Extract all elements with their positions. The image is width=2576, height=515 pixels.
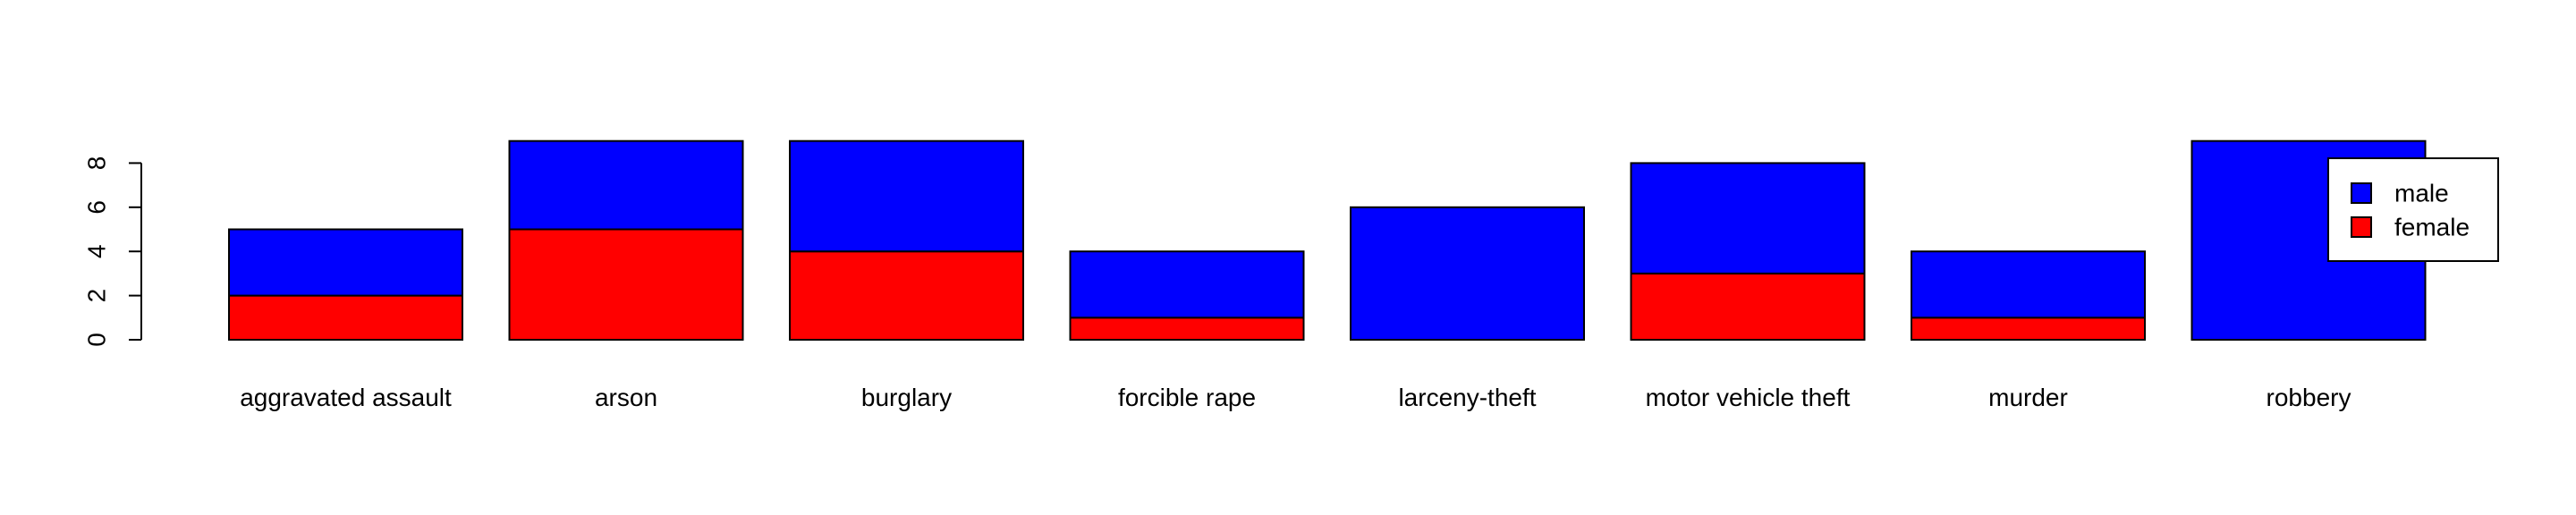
bars-group [228, 139, 2427, 342]
x-tick-label: forcible rape [1118, 384, 1256, 411]
legend-swatch-male [2351, 182, 2372, 204]
bar-burglary-male [789, 139, 1024, 253]
bar-arson-male [508, 139, 744, 231]
legend: male female [2327, 157, 2499, 262]
legend-swatch-female [2351, 216, 2372, 238]
bar-motor-vehicle-theft-female [1630, 272, 1866, 341]
y-axis: 0 2 4 6 8 [83, 156, 142, 347]
y-tick-label: 6 [83, 200, 111, 215]
x-tick-label: burglary [861, 384, 952, 411]
bar-forcible-rape-female [1069, 317, 1305, 341]
x-tick-label: aggravated assault [240, 384, 452, 411]
bar-arson-female [508, 228, 744, 341]
x-tick-label: arson [595, 384, 657, 411]
bar-larceny-theft-male [1350, 206, 1585, 341]
bar-motor-vehicle-theft-male [1630, 162, 1866, 274]
bar-aggravated-assault-female [228, 294, 463, 342]
x-tick-label: larceny-theft [1398, 384, 1536, 411]
x-tick-label: robbery [2267, 384, 2351, 411]
legend-label-female: female [2394, 214, 2470, 241]
y-tick-label: 0 [83, 333, 111, 347]
x-axis-labels: aggravated assault arson burglary forcible … [240, 384, 2351, 411]
x-tick-label: murder [1988, 384, 2068, 411]
legend-label-male: male [2394, 180, 2449, 207]
y-tick-label: 2 [83, 289, 111, 303]
bar-forcible-rape-male [1069, 250, 1305, 319]
bar-burglary-female [789, 250, 1024, 342]
x-tick-label: motor vehicle theft [1646, 384, 1851, 411]
bar-murder-female [1911, 317, 2146, 341]
legend-box [2327, 157, 2499, 262]
bar-aggravated-assault-male [228, 228, 463, 297]
y-tick-label: 8 [83, 156, 111, 171]
y-tick-label: 4 [83, 244, 111, 258]
legend-items: male female [2351, 180, 2470, 241]
bar-murder-male [1911, 250, 2146, 319]
